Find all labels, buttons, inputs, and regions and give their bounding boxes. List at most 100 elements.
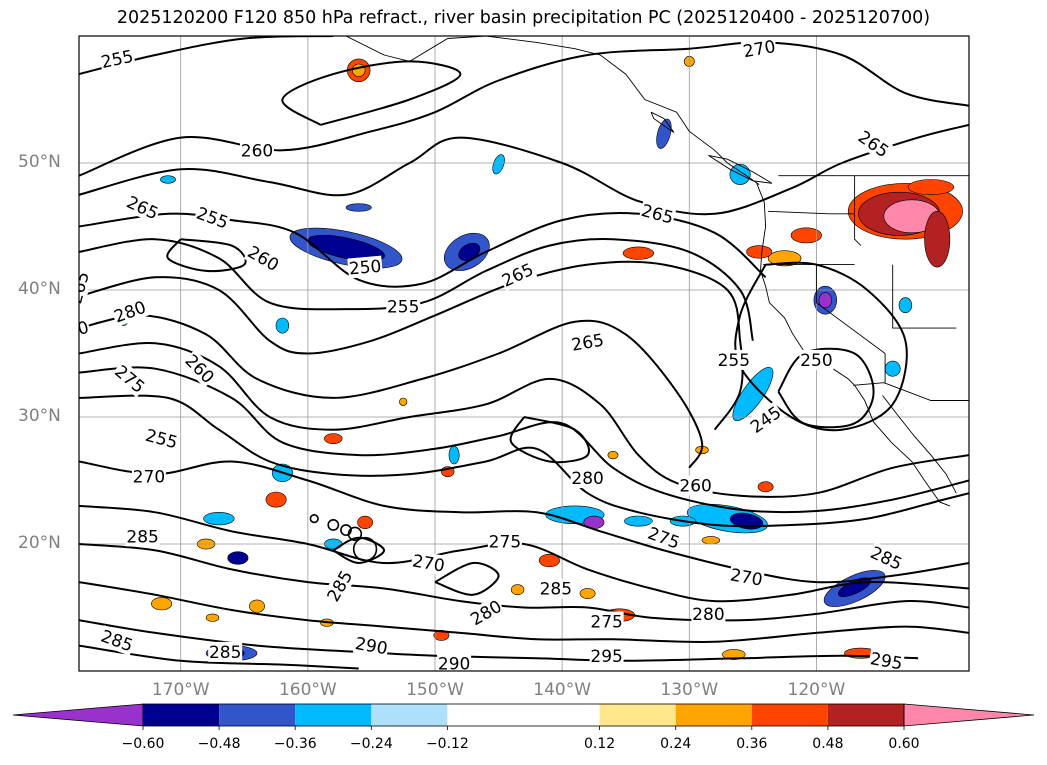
state-line-wa-or	[768, 210, 855, 215]
contour-label: 260	[678, 475, 713, 497]
svg-text:285: 285	[209, 643, 241, 663]
contour-270-mid	[79, 314, 704, 469]
contour-285-subtrop	[79, 581, 969, 643]
precip-anomaly-52	[701, 536, 721, 545]
svg-text:285: 285	[126, 527, 158, 547]
colorbar-bin	[675, 704, 752, 726]
svg-text:285: 285	[540, 580, 572, 600]
precip-anomaly-35	[907, 179, 955, 195]
colorbar-bin	[295, 704, 372, 726]
colorbar-tick-label: 0.12	[584, 736, 616, 752]
figure-title: 2025120200 F120 850 hPa refract., river …	[116, 8, 931, 28]
colorbar-bin	[751, 704, 828, 726]
contour-closed-3	[281, 60, 462, 126]
longitude-label: 120°W	[787, 680, 846, 700]
colorbar-tick-label: −0.48	[197, 736, 241, 752]
precip-anomaly-5	[160, 175, 176, 184]
colorbar-bin	[599, 704, 676, 726]
contour-label: 290	[437, 653, 472, 674]
svg-text:290: 290	[438, 654, 470, 674]
precip-anomaly-41	[622, 246, 655, 260]
svg-text:280: 280	[692, 605, 724, 625]
haida-gwaii	[650, 111, 675, 133]
latitude-label: 50°N	[18, 152, 61, 172]
state-line-nevada	[815, 264, 886, 354]
precip-anomaly-29	[898, 297, 913, 314]
contour-label: 285	[538, 578, 573, 600]
contour-label: 275	[589, 611, 624, 633]
precip-anomaly-46	[151, 597, 173, 611]
precip-anomaly-48	[538, 553, 560, 568]
contour-290-subtrop	[79, 619, 919, 662]
island-outline	[309, 513, 319, 524]
longitude-label: 140°W	[533, 680, 592, 700]
contour-label: 250	[799, 349, 834, 371]
precip-anomaly-56	[433, 630, 450, 641]
precip-anomaly-40	[746, 245, 773, 259]
precip-anomaly-22	[227, 551, 249, 565]
colorbar-bin	[143, 704, 220, 726]
colorbar-tick-label: −0.24	[349, 736, 393, 752]
svg-text:275: 275	[590, 613, 622, 633]
latitude-label: 30°N	[18, 406, 61, 426]
precip-anomaly-60	[722, 649, 746, 660]
contour-270-subtrop	[79, 460, 969, 584]
contour-closed-2	[166, 238, 247, 273]
colorbar	[12, 703, 1035, 730]
precip-anomaly-27	[448, 445, 460, 465]
precip-anomaly-58	[205, 613, 220, 622]
precip-anomaly-21	[203, 511, 235, 526]
contour-275-subtrop	[79, 504, 969, 603]
colorbar-tick-label: 0.48	[812, 736, 844, 752]
colorbar-tick-label: 0.36	[736, 736, 768, 752]
precip-anomaly-7	[492, 154, 505, 175]
contour-label: 295	[867, 647, 905, 674]
contour-label: 255	[716, 349, 751, 371]
precip-anomaly-64	[399, 397, 408, 406]
refractivity-contours	[79, 36, 969, 670]
precip-anomaly-6	[275, 317, 290, 334]
contour-285-jet	[79, 394, 969, 528]
contour-label: 270	[740, 36, 778, 62]
precip-anomaly-43	[324, 433, 343, 444]
precip-anomaly-45	[249, 599, 265, 613]
svg-text:255: 255	[718, 351, 750, 371]
island-outline	[340, 524, 352, 536]
island-outline	[327, 519, 340, 531]
precip-anomaly-8	[656, 118, 672, 149]
contour-280-jet	[79, 366, 969, 514]
contour-label: 285	[125, 526, 160, 547]
colorbar-tick-label: −0.36	[273, 736, 317, 752]
precip-anomaly-63	[607, 451, 619, 460]
precip-anomaly-38	[790, 227, 822, 244]
alaska-coast	[345, 36, 760, 185]
precip-anomaly-28	[884, 360, 901, 377]
svg-text:270: 270	[133, 468, 165, 488]
colorbar-tick-label: −0.60	[121, 736, 165, 752]
svg-text:295: 295	[869, 649, 904, 674]
svg-text:260: 260	[241, 141, 273, 161]
latitude-label: 20°N	[18, 533, 61, 553]
precip-anomaly-54	[757, 481, 774, 493]
colorbar-tick-label: 0.24	[660, 736, 692, 752]
contour-label: 250	[347, 255, 383, 279]
svg-text:295: 295	[590, 647, 622, 667]
contour-250-basin	[734, 261, 908, 432]
svg-text:250: 250	[800, 351, 832, 371]
precip-anomaly-42	[265, 491, 287, 508]
state-line-utah	[892, 264, 957, 329]
colorbar-tick-label: −0.12	[425, 736, 469, 752]
bc-island	[708, 154, 773, 184]
svg-text:280: 280	[571, 469, 603, 489]
precip-anomaly-10	[732, 367, 774, 422]
contour-label: 295	[589, 645, 624, 667]
contour-295-south	[79, 644, 359, 670]
contour-label: 255	[386, 296, 421, 318]
map-background	[79, 36, 969, 671]
longitude-label: 160°W	[278, 680, 337, 700]
longitude-label: 130°W	[660, 680, 719, 700]
precip-anomaly-25	[624, 515, 653, 527]
contour-260-hook	[79, 237, 754, 342]
state-line-mexico	[853, 382, 969, 401]
